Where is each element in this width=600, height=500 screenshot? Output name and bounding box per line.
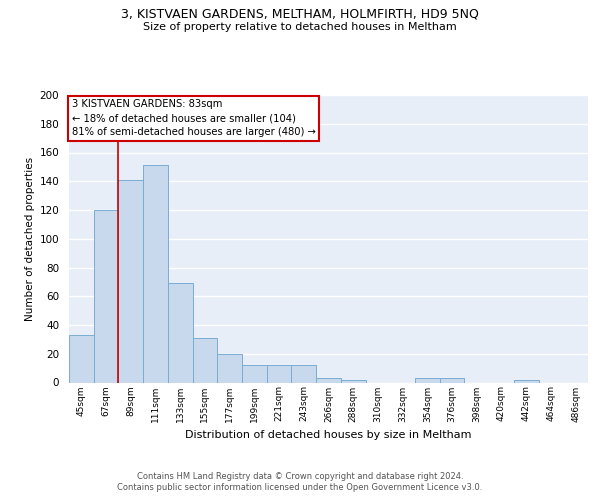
Bar [242,365,267,382]
Text: 3 KISTVAEN GARDENS: 83sqm
← 18% of detached houses are smaller (104)
81% of semi: 3 KISTVAEN GARDENS: 83sqm ← 18% of detac… [71,100,316,138]
Bar [267,365,292,382]
Text: Size of property relative to detached houses in Meltham: Size of property relative to detached ho… [143,22,457,32]
Text: Contains HM Land Registry data © Crown copyright and database right 2024.: Contains HM Land Registry data © Crown c… [137,472,463,481]
Bar [118,180,143,382]
Bar [514,380,539,382]
Bar [341,380,365,382]
Text: 3, KISTVAEN GARDENS, MELTHAM, HOLMFIRTH, HD9 5NQ: 3, KISTVAEN GARDENS, MELTHAM, HOLMFIRTH,… [121,8,479,20]
Bar [292,365,316,382]
Bar [415,378,440,382]
Bar [168,284,193,382]
Bar [69,335,94,382]
X-axis label: Distribution of detached houses by size in Meltham: Distribution of detached houses by size … [185,430,472,440]
Bar [440,378,464,382]
Bar [143,166,168,382]
Text: Contains public sector information licensed under the Open Government Licence v3: Contains public sector information licen… [118,484,482,492]
Y-axis label: Number of detached properties: Number of detached properties [25,156,35,321]
Bar [193,338,217,382]
Bar [94,210,118,382]
Bar [316,378,341,382]
Bar [217,354,242,382]
